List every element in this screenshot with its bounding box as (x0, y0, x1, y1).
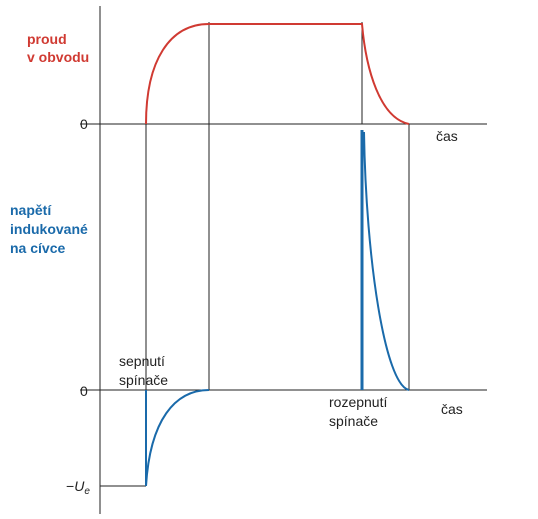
neg-ue-prefix: − (66, 478, 74, 494)
switch-on-label-line1: sepnutí (119, 353, 165, 369)
switch-off-label-line1: rozepnutí (329, 394, 387, 410)
current-label-line1: proud (27, 31, 67, 47)
time-label-top: čas (436, 128, 458, 144)
neg-ue-label: −Ue (66, 478, 90, 497)
voltage-label-line1: napětí (10, 202, 52, 218)
current-curve (145, 23, 410, 125)
voltage-switch-on-curve (145, 389, 210, 487)
zero-label-bottom: 0 (80, 383, 88, 399)
time-label-bottom: čas (441, 401, 463, 417)
current-label-line2: v obvodu (27, 49, 89, 65)
zero-label-top: 0 (80, 116, 88, 132)
switch-on-label-line2: spínače (119, 372, 168, 388)
switch-off-label-line2: spínače (329, 413, 378, 429)
neg-ue-symbol: U (74, 478, 85, 494)
voltage-label-line2: indukované (10, 221, 88, 237)
neg-ue-sub: e (84, 486, 90, 497)
voltage-label-line3: na cívce (10, 240, 65, 256)
voltage-switch-off-curve (363, 131, 410, 391)
